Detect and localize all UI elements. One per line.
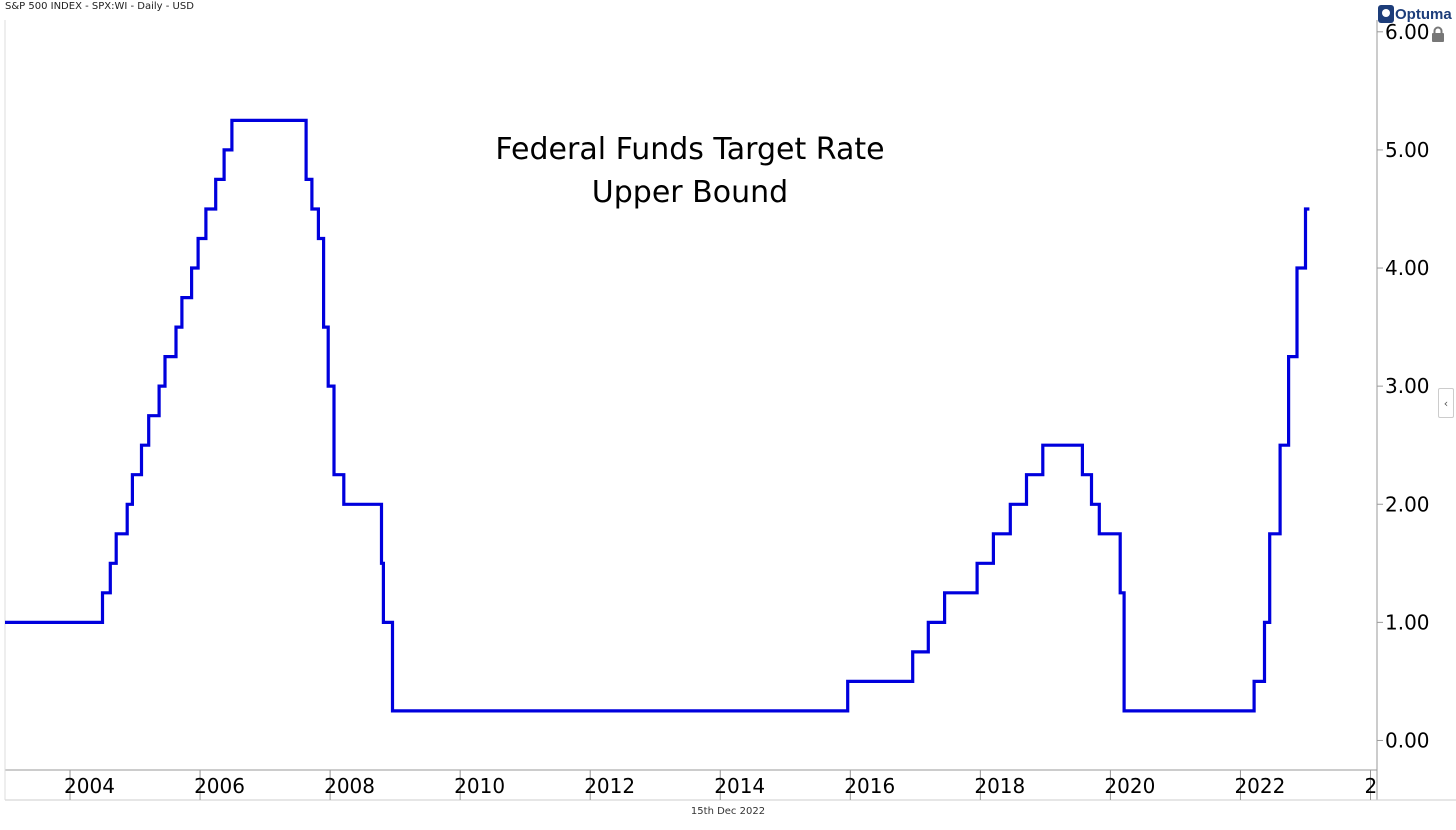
chart-title: Federal Funds Target Rate [495, 132, 884, 167]
y-tick-label: 3.00 [1385, 374, 1430, 398]
x-tick-label: 2020 [1104, 774, 1155, 798]
x-tick-label: 2010 [454, 774, 505, 798]
optuma-logo-icon [1378, 5, 1394, 23]
y-tick-label: 6.00 [1385, 20, 1430, 44]
series-line-fed-funds-rate [5, 118, 1310, 713]
chart-header: S&P 500 INDEX - SPX:WI - Daily - USD [5, 1, 194, 12]
brand-name: Optuma [1395, 5, 1452, 23]
chevron-left-icon: ‹ [1443, 396, 1449, 410]
x-tick-label: 2004 [64, 774, 115, 798]
y-axis: 0.00 1.00 2.00 3.00 4.00 5.00 6.00 [1377, 20, 1430, 752]
lock-icon[interactable] [1430, 26, 1446, 42]
collapse-panel-button[interactable]: ‹ [1438, 388, 1454, 418]
x-tick-label: 2018 [974, 774, 1025, 798]
x-axis: 2004 2006 2008 2010 2012 2014 2016 2018 2020 2022… [64, 770, 1377, 800]
y-tick-label: 1.00 [1385, 610, 1430, 634]
chart-subtitle: Upper Bound [592, 175, 788, 210]
x-tick-label: 2 [1364, 774, 1377, 798]
y-tick-label: 5.00 [1385, 138, 1430, 162]
x-tick-label: 2014 [714, 774, 765, 798]
x-tick-label: 2022 [1234, 774, 1285, 798]
chart-date: 15th Dec 2022 [690, 806, 766, 817]
y-tick-label: 2.00 [1385, 492, 1430, 516]
y-tick-label: 4.00 [1385, 256, 1430, 280]
y-tick-label: 0.00 [1385, 728, 1430, 752]
x-tick-label: 2006 [194, 774, 245, 798]
x-tick-label: 2008 [324, 774, 375, 798]
x-tick-label: 2012 [584, 774, 635, 798]
x-tick-label: 2016 [844, 774, 895, 798]
brand-logo: Optuma [1378, 3, 1452, 25]
